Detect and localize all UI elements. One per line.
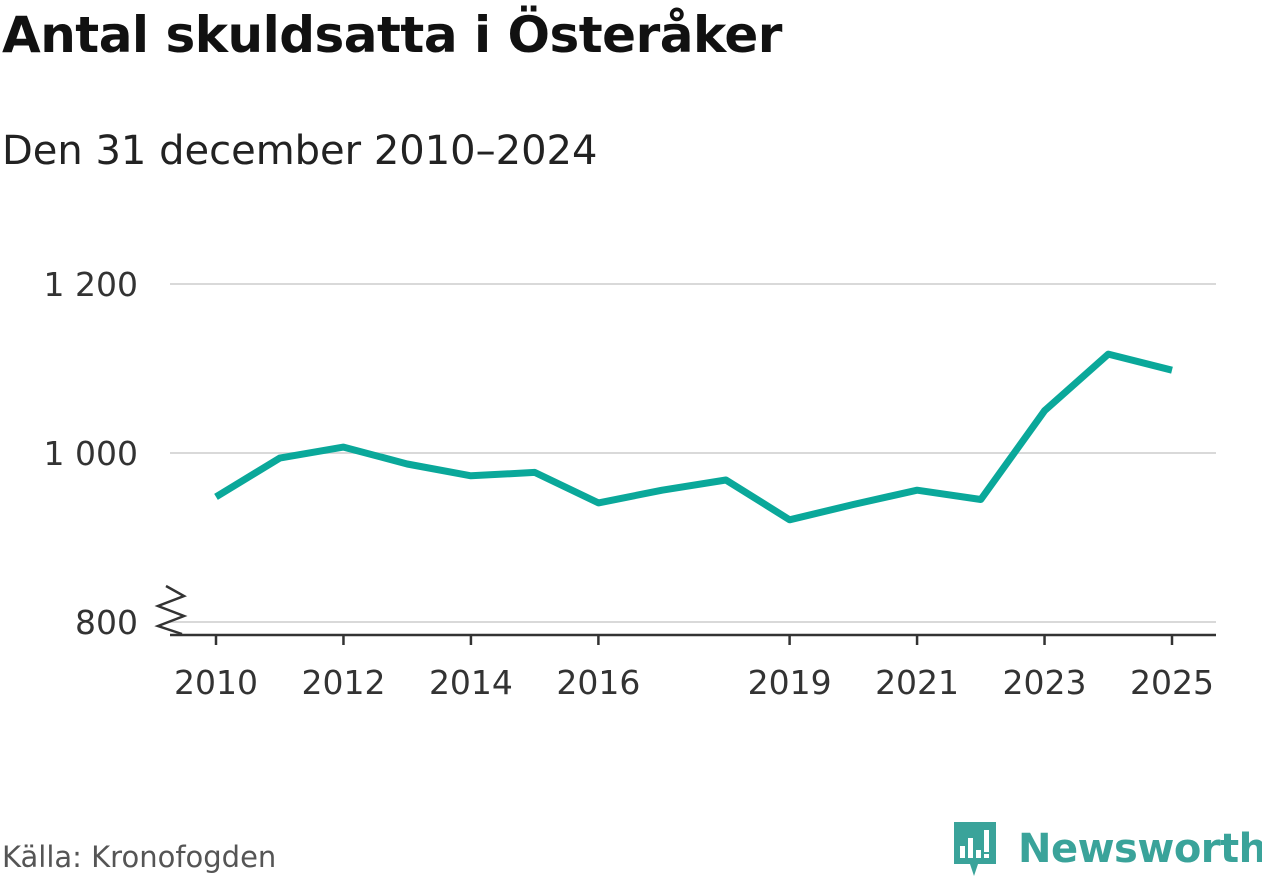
y-axis-break — [158, 586, 184, 634]
x-tick-label-2025: 2025 — [1130, 663, 1214, 702]
brand-logo: Newsworthy — [950, 818, 1262, 880]
x-tick-label-2014: 2014 — [429, 663, 513, 702]
y-tick-label-1000: 1 000 — [44, 434, 138, 473]
line-chart: 800 1 000 1 200 2010 2012 2014 2016 2019 2021 202… — [0, 0, 1262, 800]
series-line-0 — [216, 354, 1172, 520]
x-tick-label-2021: 2021 — [875, 663, 959, 702]
brand-name: Newsworthy — [1018, 826, 1262, 872]
newsworthy-logo-icon — [950, 818, 1000, 880]
y-tick-label-1200: 1 200 — [44, 265, 138, 304]
x-tick-label-2016: 2016 — [556, 663, 640, 702]
x-tick-label-2010: 2010 — [174, 663, 258, 702]
x-tick-label-2023: 2023 — [1003, 663, 1087, 702]
x-tick-label-2019: 2019 — [748, 663, 832, 702]
source-note: Källa: Kronofogden — [2, 840, 276, 874]
y-tick-label-800: 800 — [75, 603, 138, 642]
x-tick-label-2012: 2012 — [301, 663, 385, 702]
